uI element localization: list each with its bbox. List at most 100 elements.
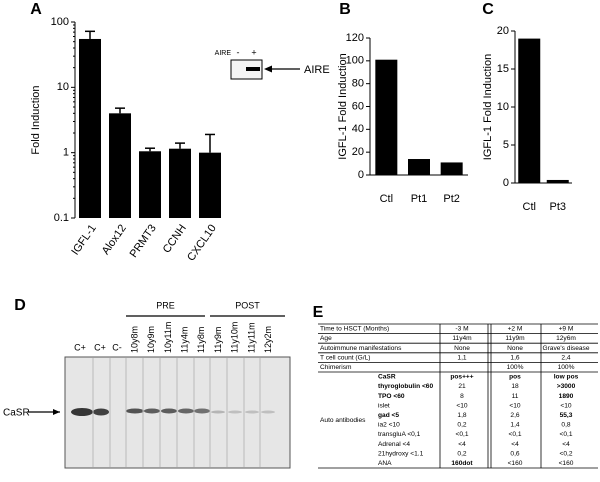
table-cell: 0,2 (457, 450, 466, 457)
y-tick-label: 1 (63, 147, 69, 159)
x-tick-label: CXCL10 (185, 223, 219, 264)
table-cell: 12y6m (556, 335, 576, 342)
panel-label: C (482, 1, 494, 18)
inset-lane: + (251, 47, 256, 57)
table-cell: None (454, 345, 470, 352)
bar (199, 152, 221, 218)
lane-separators (92, 358, 261, 467)
table-cell: pos (509, 374, 521, 381)
bar (375, 59, 398, 175)
lane-label: 11y4m (179, 327, 189, 353)
table-cell: <10 (456, 402, 468, 409)
x-tick-label: Ctl (523, 201, 536, 213)
table-cell: 2,4 (561, 354, 570, 361)
x-tick-label: Pt3 (549, 201, 566, 213)
table-cell: pos+++ (450, 374, 473, 381)
table-cell: 21 (458, 383, 466, 390)
table-cell: 55,3 (560, 412, 573, 419)
y-tick-label: 100 (51, 16, 69, 28)
antibody-label: islet (378, 402, 390, 409)
y-axis-label: IGFL-1 Fold Induction (482, 54, 494, 160)
x-tick-label: CCNH (161, 222, 189, 255)
y-tick-label: 0.1 (54, 212, 69, 224)
antibody-label: ANA (378, 460, 392, 467)
row-label: Time to HSCT (Months) (320, 326, 389, 333)
y-axis-label: IGFL-1 Fold Induction (337, 53, 349, 159)
table-cell: 1,4 (510, 422, 519, 429)
y-tick-label: 20 (497, 25, 509, 37)
x-tick-label: IGFL-1 (69, 223, 98, 258)
antibody-label: ia2 <10 (378, 422, 400, 429)
table-cell: 100% (558, 364, 575, 371)
lane-label: 12y2m (263, 326, 273, 353)
group-label: POST (235, 300, 260, 310)
bar (408, 159, 430, 175)
panel-label: B (339, 1, 351, 18)
y-tick-label: 120 (346, 32, 364, 44)
antibody-label: thyroglobulin <60 (378, 383, 433, 390)
antibody-label: TPO <60 (378, 393, 405, 400)
group-label: Auto antibodies (320, 417, 366, 424)
control-lane-label: C+ (74, 342, 86, 352)
inset-lane: - (237, 47, 240, 57)
table-cell: <160 (559, 460, 574, 467)
table-cell: 0,2 (457, 422, 466, 429)
x-tick-label: Pt1 (411, 193, 428, 205)
table-cell: 0,6 (510, 450, 519, 457)
table-cell: +2 M (508, 326, 523, 333)
table-cell: <4 (458, 441, 466, 448)
table-cell: <0,1 (455, 431, 468, 438)
table-cell: +9 M (559, 326, 574, 333)
bar (139, 151, 161, 218)
table-cell: 1,6 (510, 354, 519, 361)
bar (440, 162, 463, 175)
control-lane-label: C+ (94, 342, 106, 352)
table-cell: <10 (509, 402, 521, 409)
x-tick-label: Alox12 (100, 223, 129, 257)
y-tick-label: 15 (497, 63, 509, 75)
y-tick-label: 0 (503, 177, 509, 189)
table-cell: 100% (507, 364, 524, 371)
y-tick-label: 0 (358, 169, 364, 181)
x-tick-label: Pt2 (443, 193, 460, 205)
table-cell: <4 (562, 441, 570, 448)
antibody-label: 21hydroxy <1.1 (378, 450, 424, 457)
table-cell: 11y9m (505, 335, 525, 342)
lane-label: 10y9m (146, 326, 156, 353)
antibody-label: transgluA <0,1 (378, 431, 421, 438)
inset-arrow-label: AIRE (304, 64, 330, 76)
table-cell: <0,1 (559, 431, 572, 438)
panel-label: E (313, 304, 324, 321)
x-tick-label: PRMT3 (128, 223, 159, 260)
table-cell: Grave's disease (542, 345, 589, 352)
row-label: Age (320, 335, 332, 342)
table-cell: <10 (560, 402, 572, 409)
table-cell: >3000 (557, 383, 576, 390)
y-tick-label: 100 (346, 55, 364, 67)
lane-label: 11y9m (213, 327, 223, 353)
table-cell: 2,6 (510, 412, 519, 419)
table-cell: <4 (511, 441, 519, 448)
y-tick-label: 10 (57, 81, 69, 93)
panel-label: A (30, 1, 42, 18)
table-cell: -3 M (455, 326, 468, 333)
row-label: Chimerism (320, 364, 352, 371)
row-label: T cell count (G/L) (320, 354, 370, 361)
band-label: CaSR (3, 408, 30, 419)
bar (518, 38, 541, 183)
control-lane-label: C- (112, 342, 122, 352)
inset-arrow-head (264, 65, 272, 73)
inset-band (246, 67, 260, 71)
y-tick-label: 80 (352, 78, 364, 90)
bar (546, 179, 569, 183)
table-cell: 11y4m (452, 335, 472, 342)
lane-label: 11y8m (196, 327, 206, 353)
y-tick-label: 20 (352, 146, 364, 158)
table-cell: <0,2 (559, 450, 572, 457)
panel-label: D (14, 297, 26, 314)
table-cell: None (507, 345, 523, 352)
lane-label: 11y10m (230, 322, 240, 353)
table-cell: 0,8 (561, 422, 570, 429)
